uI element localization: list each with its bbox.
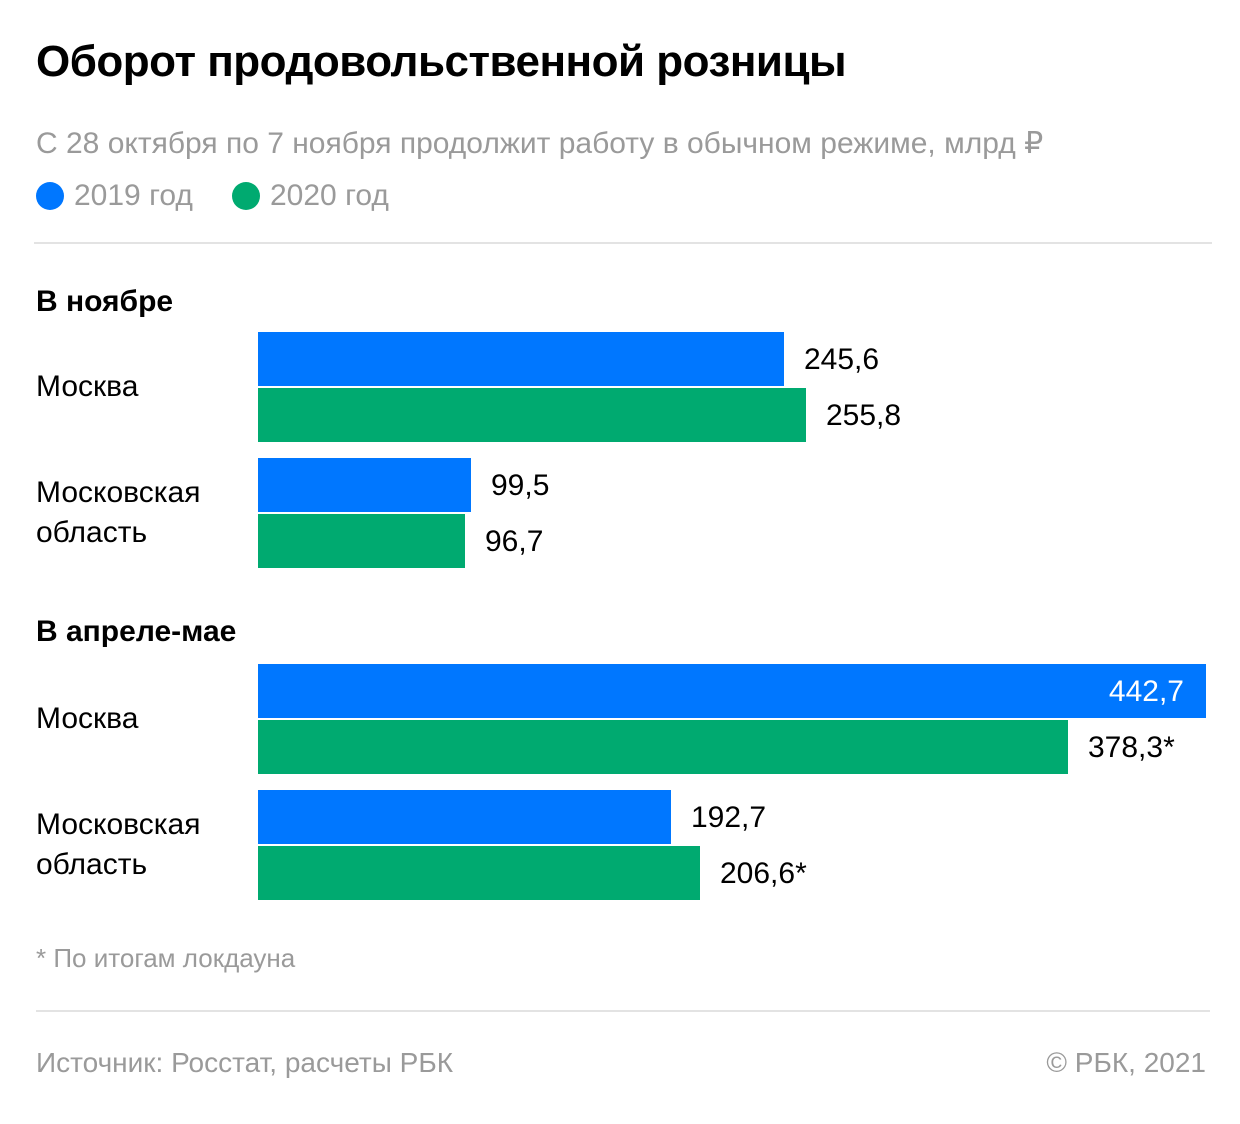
- source-note: Источник: Росстат, расчеты РБК: [36, 1047, 454, 1078]
- data-label: 96,7: [485, 525, 544, 558]
- legend-label-2019: 2019 год: [74, 179, 193, 212]
- data-label: 378,3*: [1088, 731, 1175, 764]
- footer-divider: [36, 1010, 1210, 1012]
- bar-2019: [258, 790, 671, 844]
- bar-2020: [258, 514, 465, 568]
- chart-title: Оборот продовольственной розницы: [36, 37, 847, 86]
- category-label: Московская область: [36, 473, 200, 553]
- category-label-line: Москва: [36, 370, 139, 403]
- chart-subtitle: С 28 октября по 7 ноября продолжит работ…: [36, 127, 1044, 160]
- legend-swatch-2020: [232, 182, 260, 210]
- category-label: Москва: [36, 699, 138, 739]
- category-label: Москва: [36, 367, 138, 407]
- section-title: В ноябре: [36, 285, 174, 318]
- data-label: 255,8: [826, 399, 902, 432]
- data-label: 192,7: [691, 801, 767, 834]
- category-label-line: область: [36, 516, 148, 549]
- footnote: * По итогам локдауна: [36, 943, 296, 973]
- category-label-line: Московская: [36, 808, 201, 841]
- copyright: © РБК, 2021: [1046, 1047, 1206, 1078]
- data-label: 245,6: [804, 343, 880, 376]
- legend-item-2019: 2019 год: [36, 176, 193, 216]
- bar-2019: [258, 458, 471, 512]
- bar-2019: [258, 664, 1206, 718]
- header-divider: [34, 242, 1212, 244]
- category-label-line: область: [36, 848, 148, 881]
- category-label: Московская область: [36, 805, 200, 885]
- data-label: 442,7: [1108, 675, 1184, 708]
- legend-label-2020: 2020 год: [270, 179, 389, 212]
- legend-swatch-2019: [36, 182, 64, 210]
- bar-2020: [258, 720, 1068, 774]
- bar-2019: [258, 332, 784, 386]
- legend-item-2020: 2020 год: [232, 176, 389, 216]
- bar-2020: [258, 846, 700, 900]
- data-label: 206,6*: [720, 857, 807, 890]
- data-label: 99,5: [491, 469, 550, 502]
- section-title: В апреле-мае: [36, 615, 237, 648]
- bar-2020: [258, 388, 806, 442]
- category-label-line: Москва: [36, 702, 139, 735]
- category-label-line: Московская: [36, 476, 201, 509]
